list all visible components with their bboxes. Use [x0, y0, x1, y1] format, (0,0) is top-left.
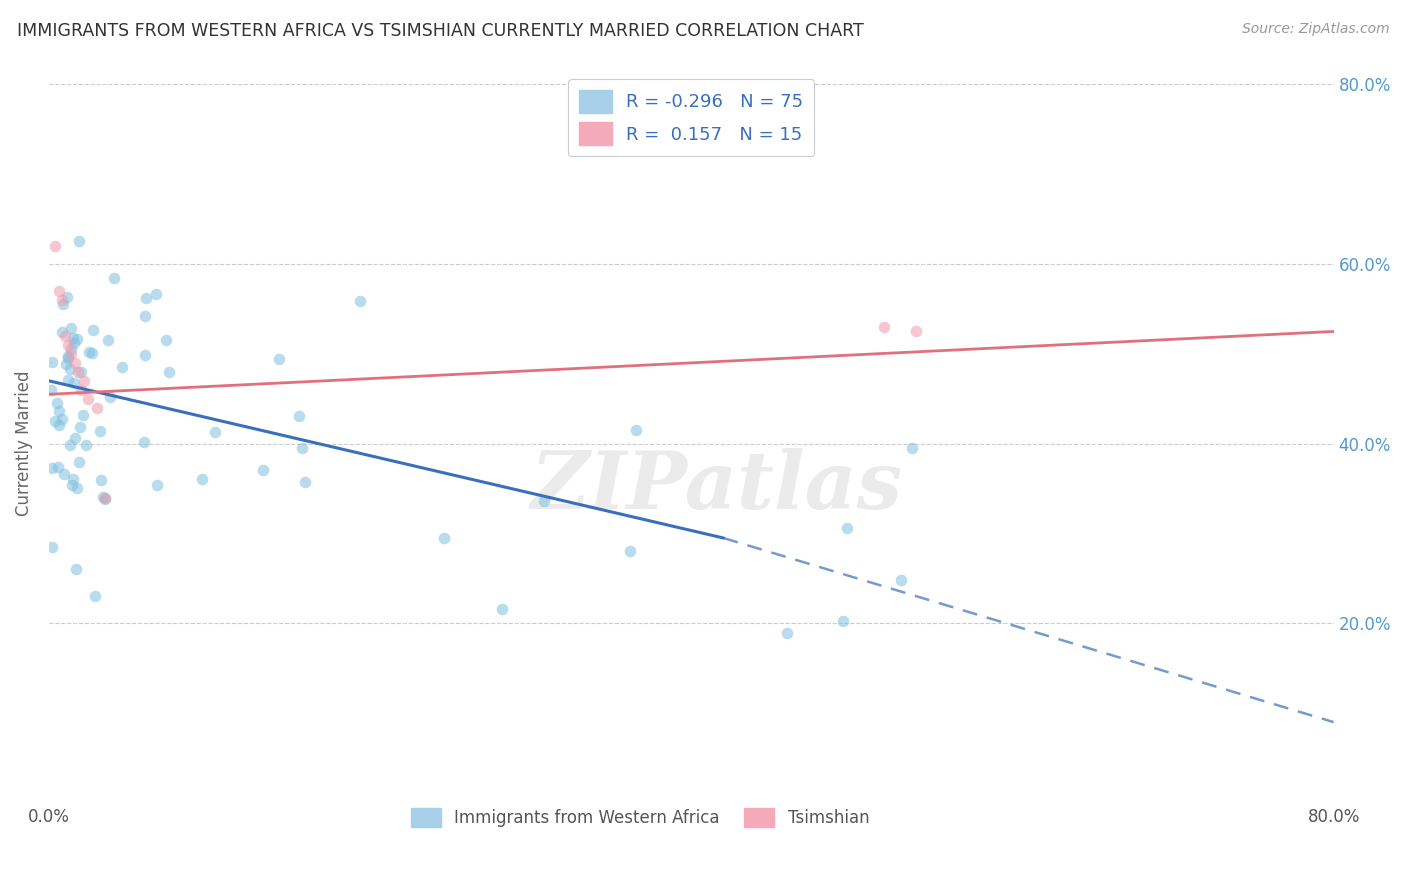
Point — [62, 331, 84, 345]
Point — [63, 356, 86, 370]
Point — [98, 390, 121, 404]
Point — [291, 442, 314, 456]
Point — [832, 614, 855, 628]
Point — [58, 338, 80, 352]
Point — [44, 239, 66, 253]
Point — [267, 351, 290, 366]
Point — [62, 472, 84, 486]
Point — [56, 289, 79, 303]
Point — [66, 365, 89, 379]
Point — [65, 562, 87, 576]
Point — [67, 455, 90, 469]
Point — [288, 409, 311, 423]
Point — [51, 325, 73, 339]
Point — [873, 320, 896, 334]
Point — [60, 477, 83, 491]
Point — [46, 395, 69, 409]
Point — [59, 361, 82, 376]
Point — [41, 460, 63, 475]
Point — [52, 297, 75, 311]
Text: ZIPatlas: ZIPatlas — [531, 448, 903, 525]
Point — [145, 287, 167, 301]
Point — [48, 404, 70, 418]
Y-axis label: Currently Married: Currently Married — [15, 371, 32, 516]
Point — [51, 293, 73, 307]
Point — [89, 424, 111, 438]
Point — [55, 357, 77, 371]
Point — [70, 365, 93, 379]
Point — [72, 408, 94, 422]
Point — [73, 374, 96, 388]
Point — [60, 320, 83, 334]
Point — [97, 333, 120, 347]
Point — [58, 351, 80, 365]
Text: IMMIGRANTS FROM WESTERN AFRICA VS TSIMSHIAN CURRENTLY MARRIED CORRELATION CHART: IMMIGRANTS FROM WESTERN AFRICA VS TSIMSH… — [17, 22, 863, 40]
Point — [75, 438, 97, 452]
Point — [66, 332, 89, 346]
Point — [67, 234, 90, 248]
Point — [63, 336, 86, 351]
Legend: Immigrants from Western Africa, Tsimshian: Immigrants from Western Africa, Tsimshia… — [404, 802, 876, 834]
Point — [69, 419, 91, 434]
Point — [905, 325, 928, 339]
Point — [132, 434, 155, 449]
Point — [90, 473, 112, 487]
Point — [53, 467, 76, 481]
Point — [59, 438, 82, 452]
Point — [134, 310, 156, 324]
Point — [491, 602, 513, 616]
Point — [294, 475, 316, 489]
Point — [157, 365, 180, 379]
Point — [56, 349, 79, 363]
Point — [146, 478, 169, 492]
Text: Source: ZipAtlas.com: Source: ZipAtlas.com — [1241, 22, 1389, 37]
Point — [111, 360, 134, 375]
Point — [79, 345, 101, 359]
Point — [624, 423, 647, 437]
Point — [82, 322, 104, 336]
Point — [66, 481, 89, 495]
Point — [155, 333, 177, 347]
Point — [93, 491, 115, 506]
Point — [901, 441, 924, 455]
Point — [39, 383, 62, 397]
Point — [63, 431, 86, 445]
Point — [533, 494, 555, 508]
Point — [41, 355, 63, 369]
Point — [60, 342, 83, 356]
Point — [91, 490, 114, 504]
Point — [204, 425, 226, 440]
Point — [135, 291, 157, 305]
Point — [134, 348, 156, 362]
Point — [433, 531, 456, 545]
Point — [349, 294, 371, 309]
Point — [776, 626, 799, 640]
Point — [53, 329, 76, 343]
Point — [41, 540, 63, 554]
Point — [103, 270, 125, 285]
Point — [62, 376, 84, 391]
Point — [252, 462, 274, 476]
Point — [70, 383, 93, 397]
Point — [48, 417, 70, 432]
Point — [835, 521, 858, 535]
Point — [76, 392, 98, 406]
Point — [48, 284, 70, 298]
Point — [60, 347, 83, 361]
Point — [83, 589, 105, 603]
Point — [94, 491, 117, 505]
Point — [619, 544, 641, 558]
Point — [51, 412, 73, 426]
Point — [56, 373, 79, 387]
Point — [890, 573, 912, 587]
Point — [44, 414, 66, 428]
Point — [46, 460, 69, 475]
Point — [191, 472, 214, 486]
Point — [86, 401, 108, 415]
Point — [80, 346, 103, 360]
